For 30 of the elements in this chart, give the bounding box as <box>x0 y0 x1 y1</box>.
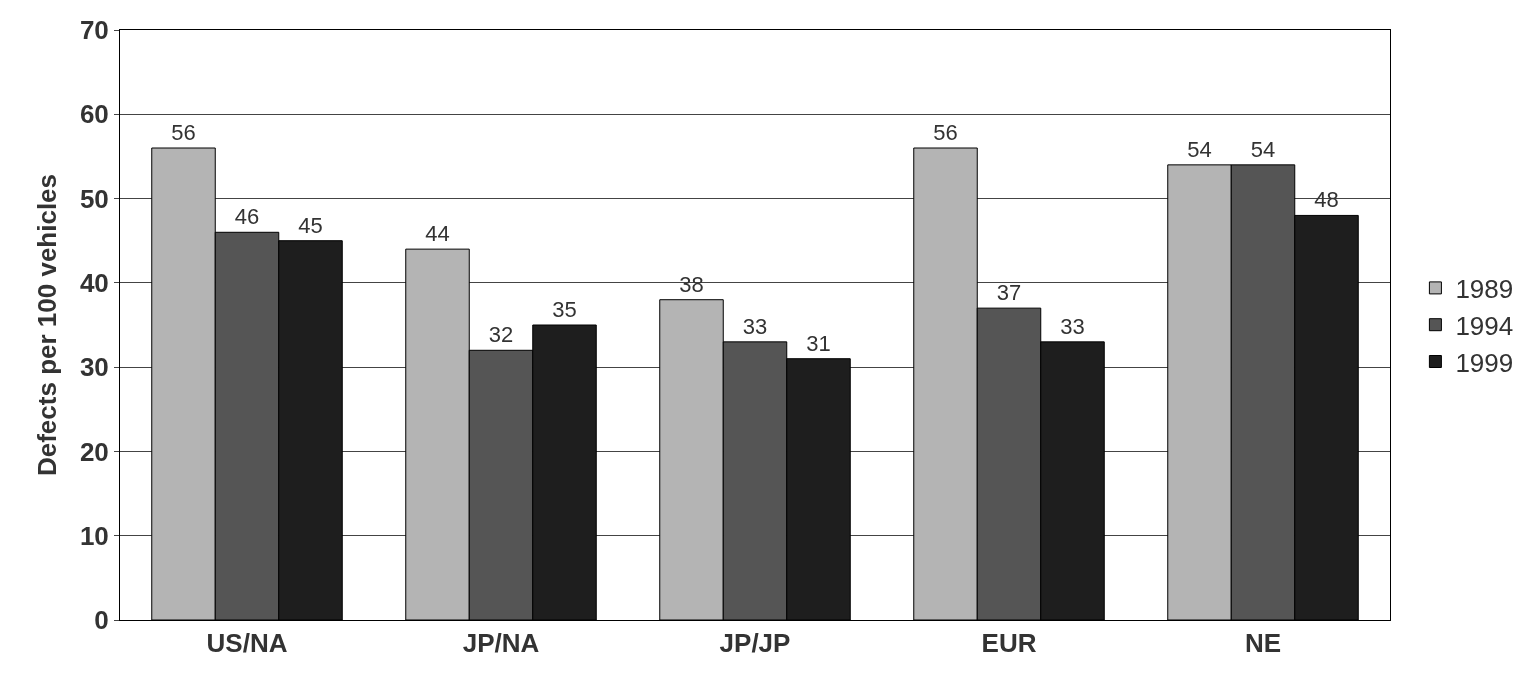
data-label: 45 <box>298 212 323 238</box>
data-label: 33 <box>1060 313 1085 339</box>
data-label: 54 <box>1250 136 1276 162</box>
data-label: 44 <box>425 221 450 247</box>
x-tick-label: US/NA <box>206 628 288 659</box>
y-tick-label: 50 <box>79 183 109 214</box>
x-tick-label: JP/NA <box>462 628 540 659</box>
data-label: 37 <box>996 280 1022 306</box>
data-label: 56 <box>171 120 196 145</box>
y-tick-label: 40 <box>79 267 109 298</box>
y-tick-label: 0 <box>94 605 109 636</box>
data-label: 35 <box>552 297 577 322</box>
y-tick-label: 20 <box>79 436 109 467</box>
legend-label: 1999 <box>1455 347 1514 378</box>
data-label: 32 <box>488 322 514 348</box>
data-label: 54 <box>1187 136 1212 162</box>
y-tick-label: 30 <box>79 352 109 383</box>
y-tick-label: 10 <box>79 520 109 551</box>
y-axis-title: Defects per 100 vehicles <box>32 173 63 477</box>
x-tick-label: NE <box>1244 628 1282 659</box>
x-tick-label: EUR <box>981 628 1037 659</box>
data-label: 31 <box>806 330 831 356</box>
data-label: 56 <box>933 120 958 145</box>
data-label: 33 <box>742 313 768 339</box>
data-label: 46 <box>234 204 260 230</box>
legend-label: 1989 <box>1455 274 1514 305</box>
y-tick-label: 60 <box>79 99 109 130</box>
x-tick-label: JP/JP <box>719 628 791 659</box>
y-tick-label: 70 <box>79 15 109 46</box>
legend-label: 1994 <box>1455 310 1514 341</box>
